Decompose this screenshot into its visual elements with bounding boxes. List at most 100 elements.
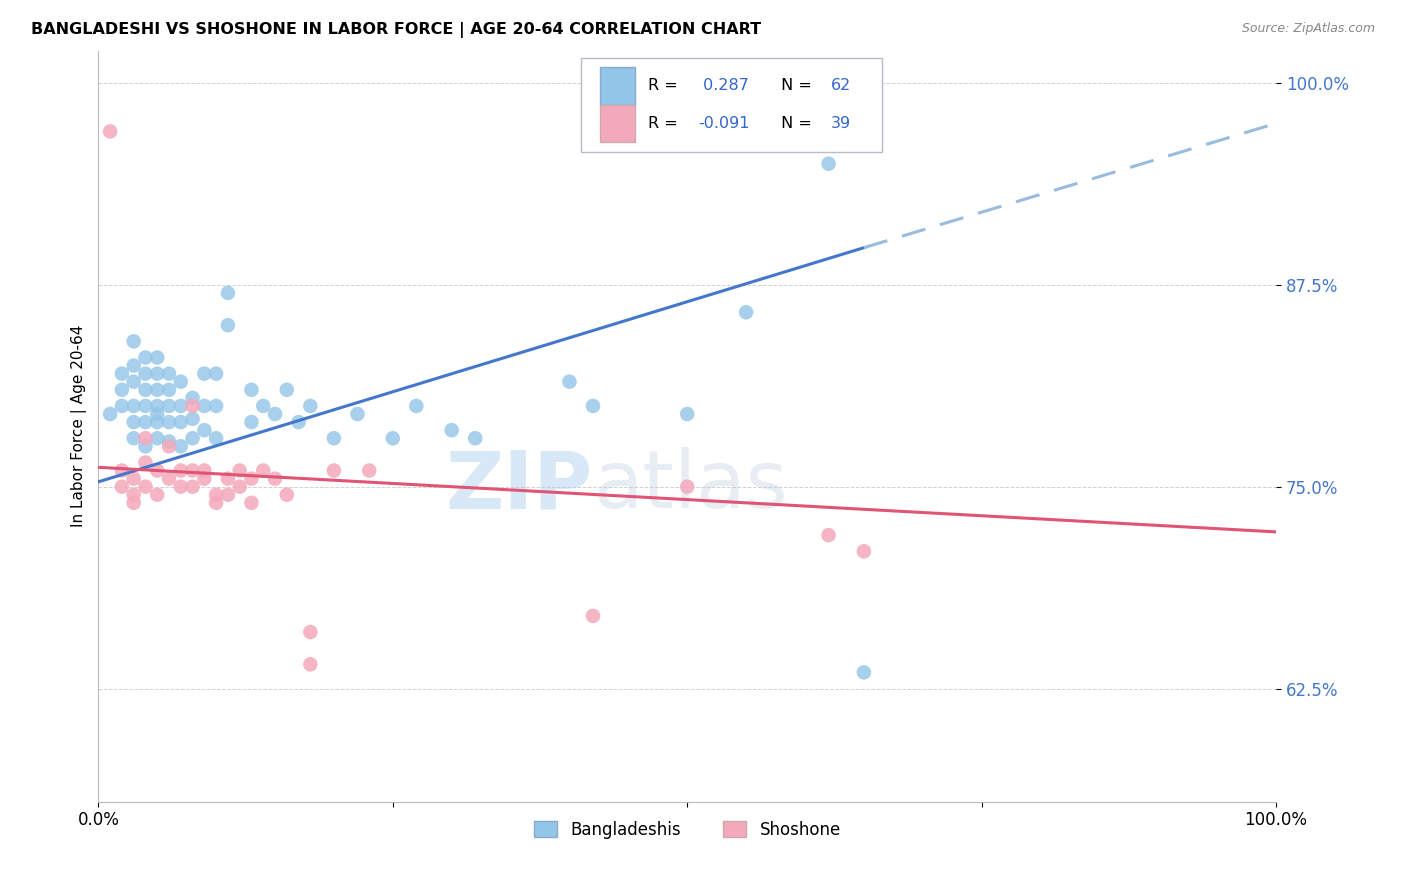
Point — [217, 472, 239, 486]
Point — [264, 407, 287, 421]
Point — [181, 480, 204, 494]
Point — [205, 367, 228, 381]
Point — [134, 399, 156, 413]
Point — [181, 399, 204, 413]
Point — [193, 399, 215, 413]
Text: 0.287: 0.287 — [697, 78, 749, 94]
Point — [205, 496, 228, 510]
Point — [817, 528, 839, 542]
Point — [582, 399, 605, 413]
Point — [170, 464, 193, 478]
Point — [193, 464, 215, 478]
Point — [146, 383, 169, 397]
Point — [193, 367, 215, 381]
Text: Source: ZipAtlas.com: Source: ZipAtlas.com — [1241, 22, 1375, 36]
Point — [170, 480, 193, 494]
Point — [170, 399, 193, 413]
Point — [170, 375, 193, 389]
Point — [240, 472, 263, 486]
Text: 62: 62 — [831, 78, 851, 94]
Point — [122, 496, 145, 510]
Point — [346, 407, 368, 421]
Point — [217, 488, 239, 502]
Point — [359, 464, 381, 478]
FancyBboxPatch shape — [600, 104, 636, 143]
Point — [122, 334, 145, 349]
Point — [134, 431, 156, 445]
Point — [582, 608, 605, 623]
Point — [134, 415, 156, 429]
Point — [122, 359, 145, 373]
Point — [240, 415, 263, 429]
Point — [157, 439, 180, 453]
Point — [111, 480, 134, 494]
Point — [157, 383, 180, 397]
Point — [146, 415, 169, 429]
Point — [558, 375, 581, 389]
Point — [852, 544, 875, 558]
Point — [111, 464, 134, 478]
Point — [157, 399, 180, 413]
Text: N =: N = — [776, 78, 817, 94]
Point — [146, 431, 169, 445]
Point — [181, 464, 204, 478]
Point — [252, 464, 274, 478]
Point — [134, 367, 156, 381]
Point — [157, 472, 180, 486]
Point — [228, 464, 250, 478]
Point — [122, 399, 145, 413]
Point — [122, 431, 145, 445]
Point — [299, 625, 322, 640]
Point — [276, 488, 298, 502]
Point — [852, 665, 875, 680]
Point — [464, 431, 486, 445]
Point — [146, 351, 169, 365]
Point — [146, 407, 169, 421]
Point — [170, 439, 193, 453]
Point — [122, 472, 145, 486]
Point — [676, 480, 699, 494]
Point — [193, 472, 215, 486]
Point — [146, 399, 169, 413]
Point — [205, 488, 228, 502]
Point — [676, 407, 699, 421]
Point — [157, 367, 180, 381]
Point — [735, 305, 758, 319]
Point — [299, 657, 322, 672]
Point — [134, 480, 156, 494]
Point — [157, 415, 180, 429]
Point — [98, 124, 121, 138]
Text: BANGLADESHI VS SHOSHONE IN LABOR FORCE | AGE 20-64 CORRELATION CHART: BANGLADESHI VS SHOSHONE IN LABOR FORCE |… — [31, 22, 761, 38]
Point — [134, 439, 156, 453]
Point — [405, 399, 427, 413]
Point — [276, 383, 298, 397]
Point — [146, 464, 169, 478]
Point — [217, 318, 239, 333]
Point — [205, 399, 228, 413]
Point — [134, 383, 156, 397]
FancyBboxPatch shape — [600, 67, 636, 104]
Point — [240, 496, 263, 510]
Point — [205, 431, 228, 445]
Point — [146, 367, 169, 381]
Point — [181, 431, 204, 445]
Point — [228, 480, 250, 494]
Point — [440, 423, 463, 437]
Text: N =: N = — [776, 116, 817, 131]
Point — [181, 412, 204, 426]
Legend: Bangladeshis, Shoshone: Bangladeshis, Shoshone — [527, 814, 848, 846]
Point — [134, 351, 156, 365]
Y-axis label: In Labor Force | Age 20-64: In Labor Force | Age 20-64 — [72, 325, 87, 527]
Point — [111, 399, 134, 413]
Point — [240, 383, 263, 397]
Point — [817, 157, 839, 171]
Point — [134, 455, 156, 469]
Point — [322, 431, 344, 445]
Text: -0.091: -0.091 — [697, 116, 749, 131]
Point — [264, 472, 287, 486]
Text: 39: 39 — [831, 116, 851, 131]
FancyBboxPatch shape — [581, 58, 882, 152]
Text: atlas: atlas — [593, 447, 787, 525]
Text: R =: R = — [648, 116, 683, 131]
Point — [193, 423, 215, 437]
